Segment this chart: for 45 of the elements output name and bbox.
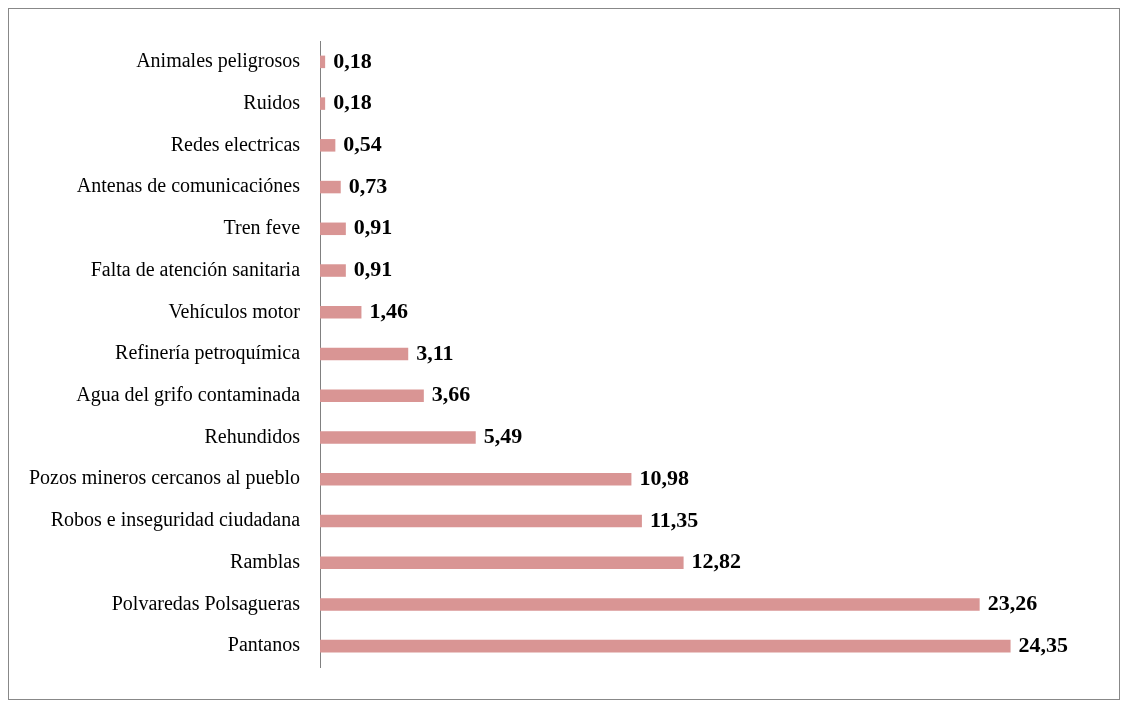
y-tick-label: Vehículos motor [168,299,301,322]
bar [320,222,346,236]
y-tick-label: Pantanos [227,633,301,656]
data-label: 5,49 [483,423,523,449]
bar [320,306,362,319]
data-label: 10,98 [639,464,689,490]
data-label: 0,91 [353,256,393,282]
y-tick-label: Redes electricas [170,132,301,155]
data-label: 24,35 [1018,631,1069,657]
data-label: 0,54 [343,131,382,157]
bar [320,55,326,69]
data-label: 12,82 [691,548,742,574]
data-label: 0,18 [333,89,372,115]
bar [320,556,684,569]
data-label: 11,35 [649,506,699,532]
bar [320,97,326,110]
y-tick-label: Tren feve [223,216,301,239]
y-tick-label: Robos e inseguridad ciudadana [50,508,301,532]
bar [320,389,424,402]
bar [320,431,476,444]
data-label: 0,18 [333,47,372,73]
data-label: 23,26 [987,590,1038,616]
bar [320,180,341,194]
bar [320,598,980,611]
bar [320,514,642,528]
bar [320,347,409,361]
y-tick-label: Antenas de comunicaciónes [76,174,301,197]
data-label: 1,46 [369,297,408,323]
y-tick-label: Ruidos [243,90,301,113]
data-label: 3,66 [431,381,471,407]
y-tick-label: Agua del grifo contaminada [76,382,301,406]
bar [320,139,336,152]
y-tick-label: Ramblas [230,549,301,572]
data-label: 3,11 [416,339,454,365]
bar [320,639,1011,653]
y-tick-label: Falta de atención sanitaria [90,257,301,280]
bar [320,472,632,486]
y-tick-label: Refinería petroquímica [115,341,301,365]
y-tick-label: Polvaredas Polsagueras [111,591,301,615]
bar [320,264,346,277]
data-label: 0,73 [348,172,388,198]
y-tick-label: Pozos mineros cercanos al pueblo [28,466,301,490]
y-tick-label: Rehundidos [204,424,301,447]
data-label: 0,91 [353,214,393,240]
y-tick-label: Animales peligrosos [136,49,301,73]
